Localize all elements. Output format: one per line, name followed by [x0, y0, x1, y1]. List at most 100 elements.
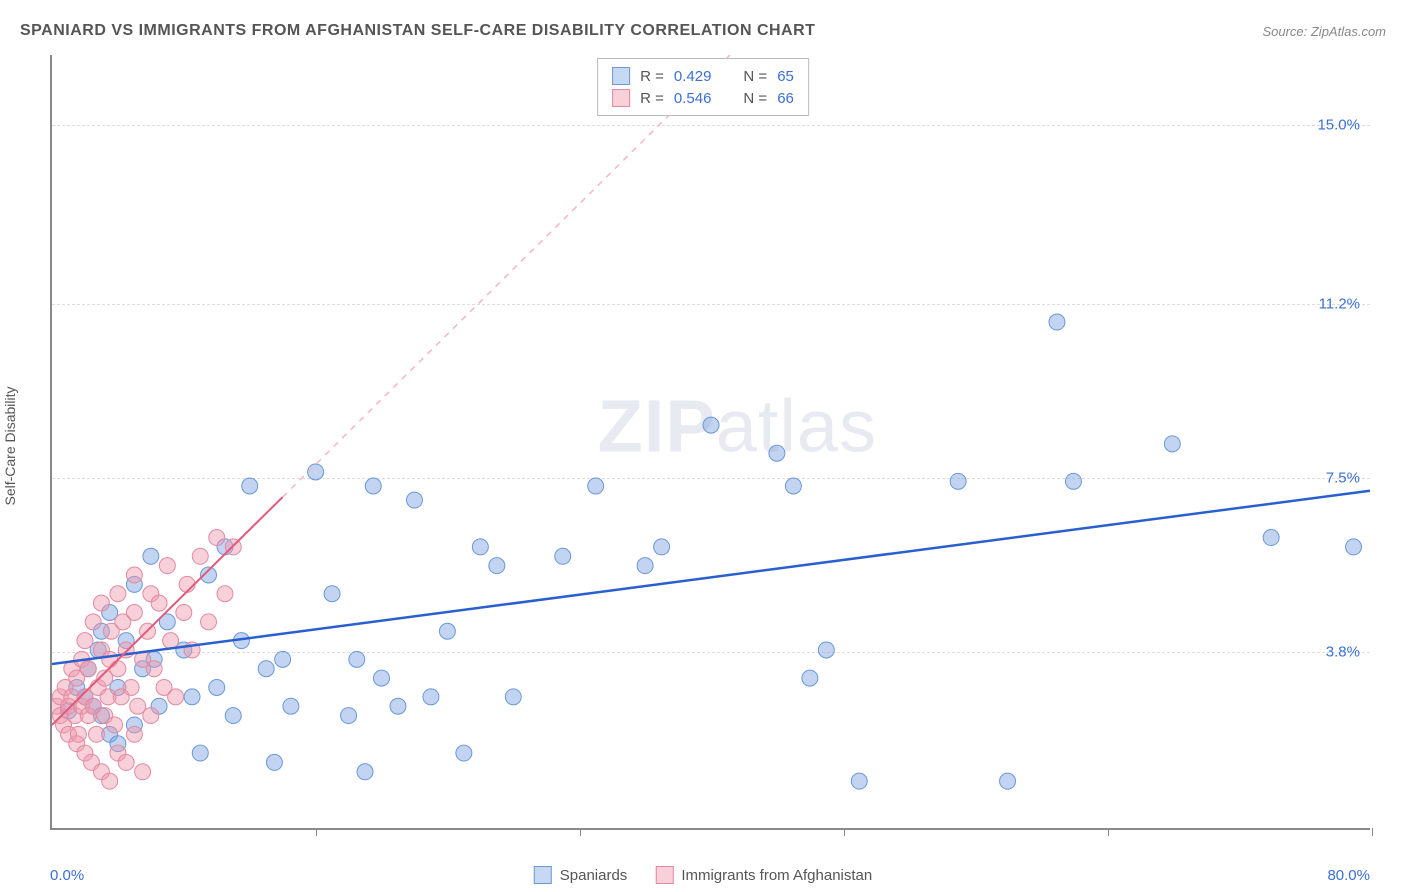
- data-point: [374, 670, 390, 686]
- data-point: [588, 478, 604, 494]
- legend-stat-row: R = 0.546 N = 66: [612, 87, 794, 109]
- data-point: [102, 773, 118, 789]
- data-point: [365, 478, 381, 494]
- legend-swatch: [612, 67, 630, 85]
- n-label: N =: [743, 68, 767, 85]
- data-point: [703, 417, 719, 433]
- x-tick: [844, 828, 845, 836]
- data-point: [126, 726, 142, 742]
- data-point: [505, 689, 521, 705]
- data-point: [802, 670, 818, 686]
- data-point: [1049, 314, 1065, 330]
- data-point: [785, 478, 801, 494]
- legend-stat-row: R =0.429N =65: [612, 65, 794, 87]
- data-point: [110, 661, 126, 677]
- data-point: [184, 689, 200, 705]
- data-point: [489, 558, 505, 574]
- data-point: [88, 726, 104, 742]
- legend-stats: R =0.429N =65R =0.546N =66: [597, 58, 809, 116]
- data-point: [439, 623, 455, 639]
- x-axis-min-label: 0.0%: [50, 867, 84, 884]
- data-point: [85, 614, 101, 630]
- data-point: [851, 773, 867, 789]
- data-point: [1263, 530, 1279, 546]
- data-point: [217, 586, 233, 602]
- x-tick: [316, 828, 317, 836]
- data-point: [70, 726, 86, 742]
- data-point: [1164, 436, 1180, 452]
- data-point: [192, 548, 208, 564]
- data-point: [93, 595, 109, 611]
- data-point: [143, 548, 159, 564]
- data-point: [637, 558, 653, 574]
- data-point: [126, 567, 142, 583]
- data-point: [283, 698, 299, 714]
- data-point: [163, 633, 179, 649]
- data-point: [1000, 773, 1016, 789]
- chart-title: SPANIARD VS IMMIGRANTS FROM AFGHANISTAN …: [20, 22, 815, 40]
- data-point: [192, 745, 208, 761]
- legend-swatch: [612, 89, 630, 107]
- r-value: 0.429: [674, 68, 712, 85]
- legend-item: Immigrants from Afghanistan: [655, 866, 872, 884]
- trendline-dashed: [283, 55, 730, 497]
- data-point: [341, 708, 357, 724]
- x-tick: [1372, 828, 1373, 836]
- legend-label: Immigrants from Afghanistan: [681, 867, 872, 884]
- n-label: N =: [743, 90, 767, 107]
- data-point: [423, 689, 439, 705]
- y-axis-label: Self-Care Disability: [2, 386, 18, 505]
- source-attribution: Source: ZipAtlas.com: [1262, 24, 1386, 39]
- legend-bottom: Spaniards Immigrants from Afghanistan: [534, 866, 872, 884]
- data-point: [159, 558, 175, 574]
- data-point: [80, 661, 96, 677]
- r-value: 0.546: [674, 90, 712, 107]
- data-point: [769, 445, 785, 461]
- chart-svg: [52, 55, 1370, 828]
- data-point: [266, 754, 282, 770]
- data-point: [456, 745, 472, 761]
- data-point: [555, 548, 571, 564]
- x-tick: [1108, 828, 1109, 836]
- data-point: [950, 473, 966, 489]
- plot-area: ZIPatlas 3.8%7.5%11.2%15.0%: [50, 55, 1370, 830]
- data-point: [308, 464, 324, 480]
- data-point: [179, 576, 195, 592]
- data-point: [107, 717, 123, 733]
- data-point: [242, 478, 258, 494]
- data-point: [472, 539, 488, 555]
- data-point: [349, 651, 365, 667]
- data-point: [209, 679, 225, 695]
- r-label: R =: [640, 68, 664, 85]
- data-point: [406, 492, 422, 508]
- legend-label: Spaniards: [560, 867, 628, 884]
- data-point: [143, 708, 159, 724]
- x-tick: [580, 828, 581, 836]
- x-axis-max-label: 80.0%: [1327, 867, 1370, 884]
- data-point: [123, 679, 139, 695]
- r-label: R =: [640, 90, 664, 107]
- title-bar: SPANIARD VS IMMIGRANTS FROM AFGHANISTAN …: [20, 22, 1386, 40]
- data-point: [1346, 539, 1362, 555]
- data-point: [818, 642, 834, 658]
- legend-item: Spaniards: [534, 866, 628, 884]
- data-point: [258, 661, 274, 677]
- data-point: [225, 708, 241, 724]
- data-point: [176, 605, 192, 621]
- n-value: 66: [777, 90, 794, 107]
- data-point: [168, 689, 184, 705]
- legend-swatch: [534, 866, 552, 884]
- legend-swatch: [655, 866, 673, 884]
- data-point: [1065, 473, 1081, 489]
- data-point: [151, 595, 167, 611]
- data-point: [209, 530, 225, 546]
- data-point: [126, 605, 142, 621]
- data-point: [390, 698, 406, 714]
- data-point: [275, 651, 291, 667]
- trendline: [52, 491, 1370, 664]
- data-point: [201, 614, 217, 630]
- data-point: [146, 661, 162, 677]
- data-point: [110, 586, 126, 602]
- data-point: [357, 764, 373, 780]
- data-point: [324, 586, 340, 602]
